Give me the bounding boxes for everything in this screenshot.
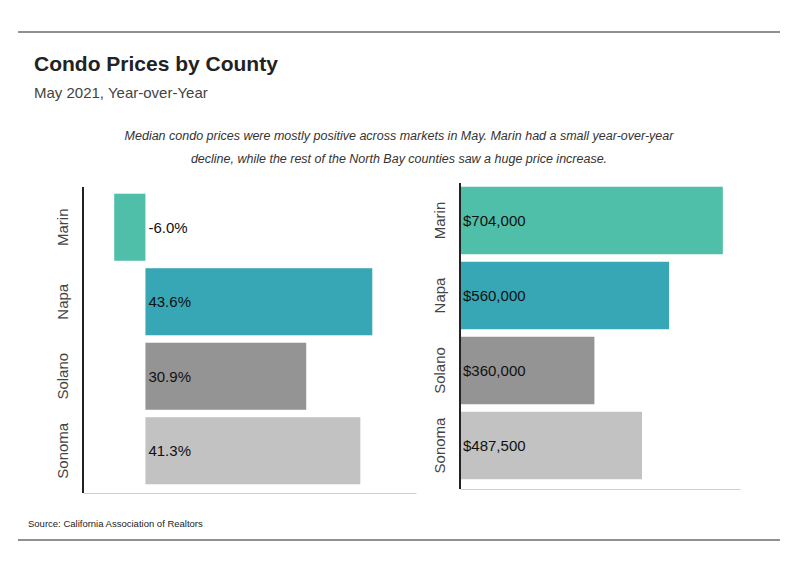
bar xyxy=(145,417,360,484)
tick: Napa xyxy=(54,283,71,320)
data-label: 41.3% xyxy=(148,442,191,459)
bar xyxy=(145,268,372,335)
data-label: -6.0% xyxy=(148,219,187,236)
data-label: $560,000 xyxy=(463,287,526,304)
data-label: $704,000 xyxy=(463,212,526,229)
data-label: $487,500 xyxy=(463,437,526,454)
category-label: Sonoma xyxy=(54,422,71,479)
y-axis: Marin Napa Solano Sonoma xyxy=(431,183,460,489)
source: Source: California Association of Realto… xyxy=(28,518,203,529)
bottom-rule xyxy=(18,540,780,541)
tick: Sonoma xyxy=(54,422,71,479)
annotation: decline, while the rest of the North Bay… xyxy=(191,152,607,166)
data-labels: -6.0% 43.6% 30.9% 41.3% xyxy=(148,219,191,460)
data-label: $360,000 xyxy=(463,362,526,379)
tick: Marin xyxy=(431,202,448,240)
category-label: Sonoma xyxy=(431,417,448,474)
y-axis: Marin Napa Solano Sonoma xyxy=(54,187,83,493)
tick: Solano xyxy=(54,353,71,400)
data-label: 43.6% xyxy=(148,293,191,310)
tick: Napa xyxy=(431,277,448,314)
bar xyxy=(460,187,723,255)
category-label: Marin xyxy=(431,202,448,240)
x-axis-line xyxy=(84,493,417,494)
bar xyxy=(460,262,669,330)
bar xyxy=(460,337,594,405)
category-label: Marin xyxy=(54,208,71,246)
data-labels: $704,000 $560,000 $360,000 $487,500 xyxy=(463,212,526,454)
chart-page: Condo Prices by County May 2021, Year-ove… xyxy=(0,0,799,575)
bar-chart: Marin Napa Solano Sonoma $704,000 $560,000 $36… xyxy=(431,183,741,490)
y-axis-line xyxy=(459,183,461,489)
x-axis xyxy=(84,493,417,494)
data-label: 30.9% xyxy=(148,368,191,385)
y-axis-line xyxy=(82,187,84,493)
bar xyxy=(114,194,145,261)
tick: Solano xyxy=(431,347,448,394)
bars xyxy=(114,194,372,485)
annotation: Median condo prices were mostly positive… xyxy=(125,129,675,143)
x-axis-line xyxy=(461,489,741,490)
category-label: Solano xyxy=(54,353,71,400)
bars xyxy=(460,187,723,480)
tick: Marin xyxy=(54,208,71,246)
x-axis xyxy=(461,489,741,490)
subtitle: May 2021, Year-over-Year xyxy=(34,84,208,101)
category-label: Napa xyxy=(431,277,448,314)
bar-chart: Marin Napa Solano Sonoma -6.0% 43.6% 30.9% 41.3… xyxy=(54,187,417,494)
top-rule xyxy=(18,32,780,33)
category-label: Solano xyxy=(431,347,448,394)
bar xyxy=(145,343,306,410)
bar xyxy=(460,412,642,480)
title: Condo Prices by County xyxy=(34,52,278,75)
category-label: Napa xyxy=(54,283,71,320)
tick: Sonoma xyxy=(431,417,448,474)
